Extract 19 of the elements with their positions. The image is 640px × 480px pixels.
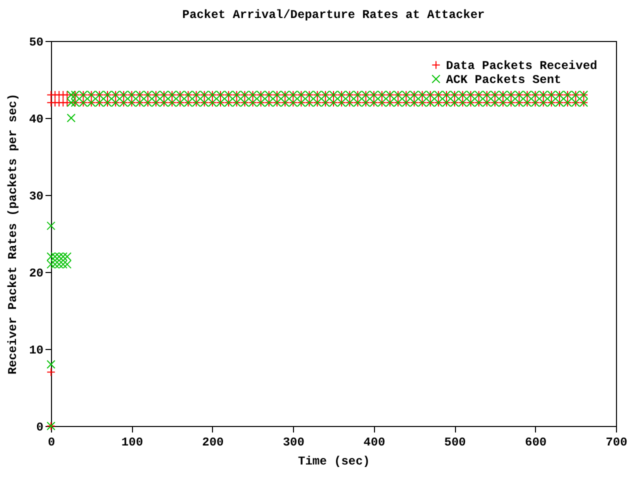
x-tick-label: 0 — [48, 436, 56, 450]
x-tick-label: 600 — [524, 436, 547, 450]
x-tick-label: 500 — [444, 436, 466, 450]
y-tick-label: 20 — [29, 266, 44, 280]
y-tick-label: 40 — [29, 112, 44, 126]
y-tick-label: 10 — [29, 344, 44, 358]
legend-label: Data Packets Received — [446, 59, 598, 73]
y-tick-label: 50 — [29, 36, 44, 50]
x-tick-label: 200 — [202, 436, 224, 450]
y-tick-label: 30 — [29, 190, 44, 204]
x-tick-label: 300 — [282, 436, 304, 450]
y-tick-label: 0 — [36, 420, 44, 434]
legend-label: ACK Packets Sent — [446, 73, 562, 87]
y-axis-title: Receiver Packet Rates (packets per sec) — [6, 94, 20, 374]
x-tick-label: 700 — [606, 436, 628, 450]
chart-title: Packet Arrival/Departure Rates at Attacker — [182, 8, 485, 22]
x-tick-label: 400 — [364, 436, 386, 450]
x-tick-label: 100 — [121, 436, 144, 450]
x-axis-title: Time (sec) — [298, 454, 370, 468]
